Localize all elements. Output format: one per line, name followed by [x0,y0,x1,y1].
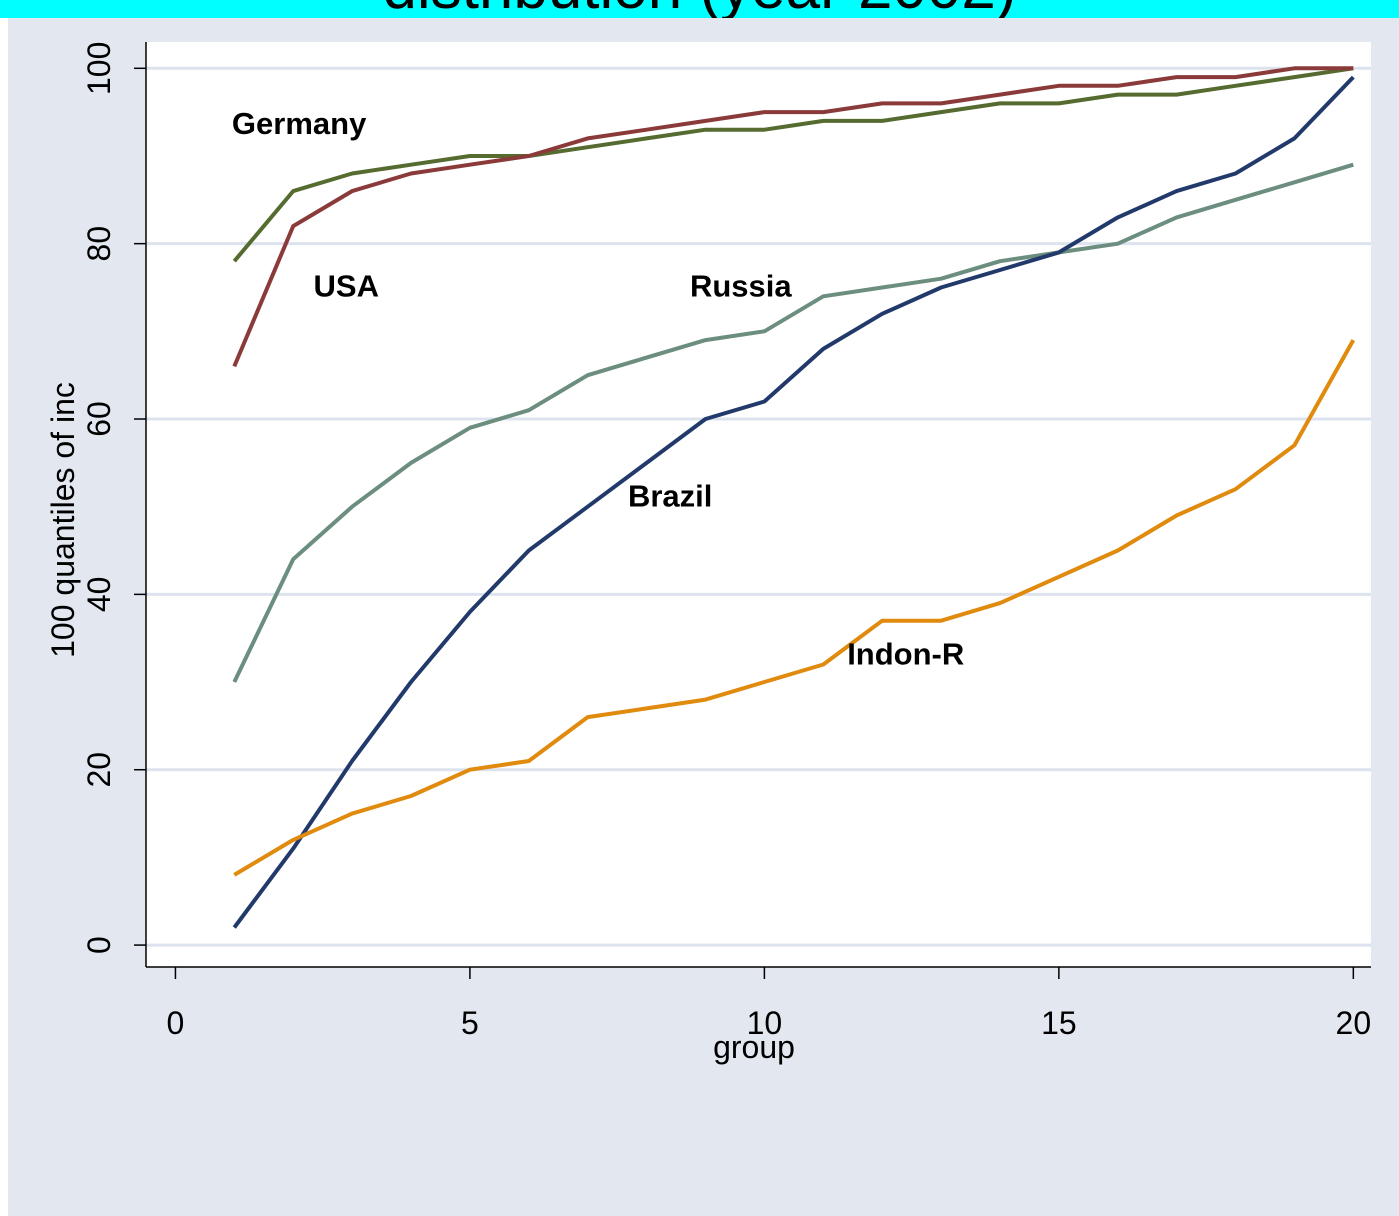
series-line-brazil [232,75,1355,929]
series-label-russia: Russia [690,268,792,303]
plot-panel: 0 20 40 60 80 100 0 5 10 15 20 Germany USA Russia Bra… [8,18,1399,1216]
x-tick-label-10: 10 [747,1005,783,1041]
series-labels: Germany USA Russia Brazil Indon-R [232,106,964,671]
series-label-usa: USA [314,268,379,303]
series-line-indon-r [233,339,1356,877]
series-label-indon-r: Indon-R [847,637,964,672]
y-tick-label-40: 40 [81,577,117,613]
line-chart: 0 20 40 60 80 100 0 5 10 15 20 Germany USA Russia Bra… [45,42,1371,1065]
x-axis-title: group [713,1029,795,1065]
x-tick-label-20: 20 [1336,1005,1372,1041]
x-tick-label-5: 5 [461,1005,479,1041]
y-axis-title: 100 quantiles of inc [45,382,81,658]
y-tick-label-100: 100 [81,42,117,95]
x-tick-label-0: 0 [167,1005,185,1041]
series-line-russia [232,162,1354,683]
series-label-germany: Germany [232,106,367,141]
y-tick-label-80: 80 [81,226,117,262]
series-label-brazil: Brazil [628,479,712,514]
grid-lines [146,66,1371,947]
chart-title: distribution (year 2002) [0,0,1399,18]
series-line-germany [232,66,1354,263]
y-tick-label-0: 0 [81,936,117,954]
y-tick-label-60: 60 [81,401,117,437]
x-tick-label-15: 15 [1041,1005,1077,1041]
axes: 0 20 40 60 80 100 0 5 10 15 20 [81,42,1371,1041]
chart-title-band: distribution (year 2002) [0,0,1399,18]
series-line-usa [232,66,1354,368]
series-lines [232,66,1356,929]
y-tick-label-20: 20 [81,752,117,788]
